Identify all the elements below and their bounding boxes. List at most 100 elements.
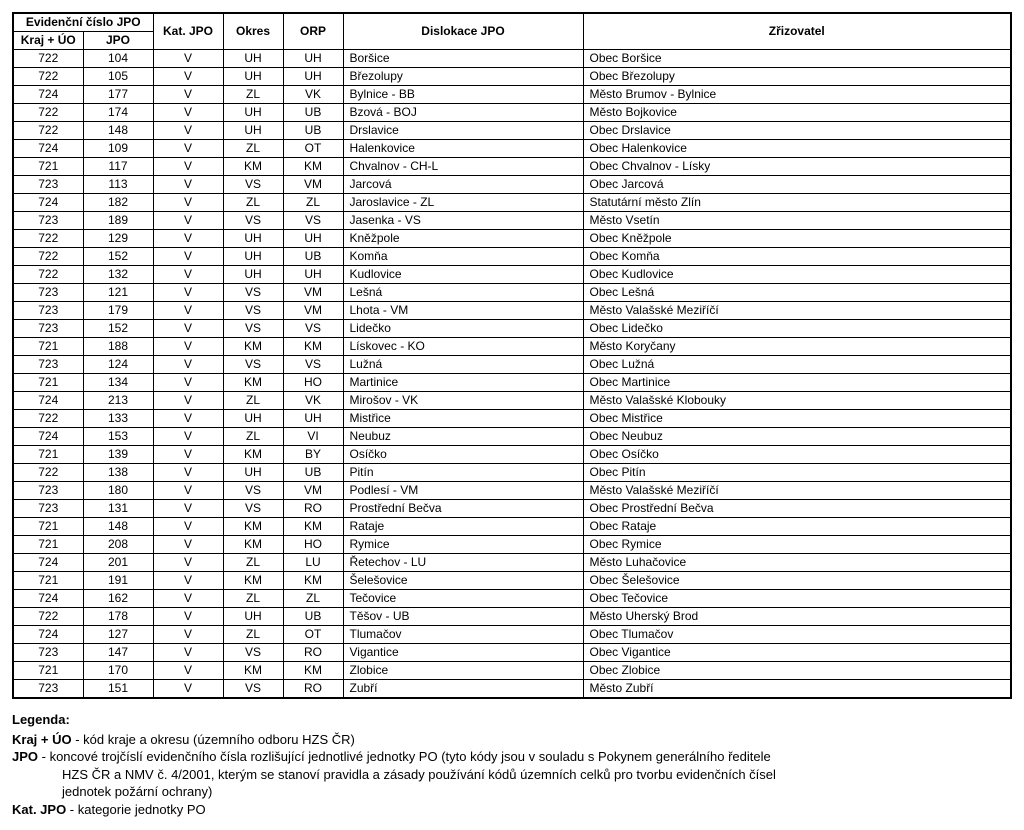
cell-kraj: 724 — [13, 428, 83, 446]
cell-kat: V — [153, 482, 223, 500]
cell-kraj: 722 — [13, 464, 83, 482]
cell-okres: ZL — [223, 86, 283, 104]
cell-zri: Město Bojkovice — [583, 104, 1011, 122]
cell-kat: V — [153, 122, 223, 140]
table-row: 724127VZLOTTlumačovObec Tlumačov — [13, 626, 1011, 644]
table-row: 721170VKMKMZlobiceObec Zlobice — [13, 662, 1011, 680]
cell-jpo: 179 — [83, 302, 153, 320]
cell-kraj: 723 — [13, 482, 83, 500]
cell-okres: KM — [223, 446, 283, 464]
cell-okres: ZL — [223, 140, 283, 158]
cell-okres: VS — [223, 644, 283, 662]
cell-zri: Obec Chvalnov - Lísky — [583, 158, 1011, 176]
cell-jpo: 117 — [83, 158, 153, 176]
cell-orp: RO — [283, 680, 343, 699]
table-row: 724213VZLVKMirošov - VKMěsto Valašské Kl… — [13, 392, 1011, 410]
cell-dis: Komňa — [343, 248, 583, 266]
table-row: 722133VUHUHMistřiceObec Mistřice — [13, 410, 1011, 428]
cell-okres: KM — [223, 518, 283, 536]
cell-kraj: 722 — [13, 122, 83, 140]
cell-okres: VS — [223, 212, 283, 230]
cell-kat: V — [153, 104, 223, 122]
legend-line: jednotek požární ochrany) — [12, 783, 1012, 801]
cell-jpo: 191 — [83, 572, 153, 590]
cell-okres: UH — [223, 50, 283, 68]
cell-kraj: 722 — [13, 230, 83, 248]
cell-jpo: 138 — [83, 464, 153, 482]
cell-kat: V — [153, 302, 223, 320]
table-row: 723152VVSVSLidečkoObec Lidečko — [13, 320, 1011, 338]
cell-kraj: 723 — [13, 176, 83, 194]
cell-kraj: 722 — [13, 608, 83, 626]
cell-dis: Bzová - BOJ — [343, 104, 583, 122]
cell-zri: Obec Lešná — [583, 284, 1011, 302]
table-row: 723151VVSROZubříMěsto Zubří — [13, 680, 1011, 699]
cell-okres: UH — [223, 464, 283, 482]
table-row: 723124VVSVSLužnáObec Lužná — [13, 356, 1011, 374]
cell-jpo: 174 — [83, 104, 153, 122]
cell-zri: Obec Lidečko — [583, 320, 1011, 338]
cell-kat: V — [153, 608, 223, 626]
cell-orp: KM — [283, 518, 343, 536]
cell-orp: HO — [283, 374, 343, 392]
cell-orp: UB — [283, 122, 343, 140]
cell-kraj: 724 — [13, 194, 83, 212]
cell-orp: UB — [283, 464, 343, 482]
table-row: 721191VKMKMŠelešoviceObec Šelešovice — [13, 572, 1011, 590]
cell-dis: Řetechov - LU — [343, 554, 583, 572]
cell-orp: VK — [283, 86, 343, 104]
cell-okres: ZL — [223, 554, 283, 572]
legend-line: Kat. JPO - kategorie jednotky PO — [12, 801, 1012, 819]
header-jpo: JPO — [83, 32, 153, 50]
table-row: 721148VKMKMRatajeObec Rataje — [13, 518, 1011, 536]
cell-kat: V — [153, 410, 223, 428]
cell-kraj: 721 — [13, 374, 83, 392]
jpo-table: Evidenční číslo JPO Kat. JPO Okres ORP D… — [12, 12, 1012, 699]
cell-okres: ZL — [223, 428, 283, 446]
cell-kat: V — [153, 536, 223, 554]
legend-line: Kraj + ÚO - kód kraje a okresu (územního… — [12, 731, 1012, 749]
table-row: 723131VVSROProstřední BečvaObec Prostřed… — [13, 500, 1011, 518]
table-row: 722138VUHUBPitínObec Pitín — [13, 464, 1011, 482]
cell-kraj: 722 — [13, 248, 83, 266]
header-dislokace: Dislokace JPO — [343, 13, 583, 50]
cell-orp: KM — [283, 338, 343, 356]
cell-kraj: 721 — [13, 572, 83, 590]
cell-dis: Vigantice — [343, 644, 583, 662]
table-row: 721134VKMHOMartiniceObec Martinice — [13, 374, 1011, 392]
cell-kraj: 723 — [13, 500, 83, 518]
cell-kat: V — [153, 572, 223, 590]
cell-zri: Obec Zlobice — [583, 662, 1011, 680]
cell-dis: Šelešovice — [343, 572, 583, 590]
cell-okres: VS — [223, 500, 283, 518]
cell-kat: V — [153, 680, 223, 699]
legend-text: - koncové trojčíslí evidenčního čísla ro… — [38, 749, 771, 764]
cell-kraj: 724 — [13, 590, 83, 608]
cell-zri: Obec Šelešovice — [583, 572, 1011, 590]
cell-kraj: 724 — [13, 392, 83, 410]
table-row: 723179VVSVMLhota - VMMěsto Valašské Mezi… — [13, 302, 1011, 320]
cell-okres: KM — [223, 338, 283, 356]
cell-okres: UH — [223, 410, 283, 428]
table-row: 724201VZLLUŘetechov - LUMěsto Luhačovice — [13, 554, 1011, 572]
legend-text: HZS ČR a NMV č. 4/2001, kterým se stanov… — [62, 767, 776, 782]
cell-orp: UB — [283, 104, 343, 122]
cell-zri: Město Brumov - Bylnice — [583, 86, 1011, 104]
cell-zri: Obec Rataje — [583, 518, 1011, 536]
table-row: 724109VZLOTHalenkoviceObec Halenkovice — [13, 140, 1011, 158]
table-header: Evidenční číslo JPO Kat. JPO Okres ORP D… — [13, 13, 1011, 50]
cell-jpo: 124 — [83, 356, 153, 374]
cell-jpo: 129 — [83, 230, 153, 248]
cell-okres: UH — [223, 248, 283, 266]
cell-kat: V — [153, 176, 223, 194]
cell-dis: Lužná — [343, 356, 583, 374]
cell-dis: Prostřední Bečva — [343, 500, 583, 518]
cell-orp: UH — [283, 410, 343, 428]
cell-kat: V — [153, 446, 223, 464]
cell-jpo: 105 — [83, 68, 153, 86]
cell-kraj: 721 — [13, 662, 83, 680]
cell-dis: Pitín — [343, 464, 583, 482]
cell-dis: Kněžpole — [343, 230, 583, 248]
cell-kraj: 723 — [13, 320, 83, 338]
cell-dis: Osíčko — [343, 446, 583, 464]
